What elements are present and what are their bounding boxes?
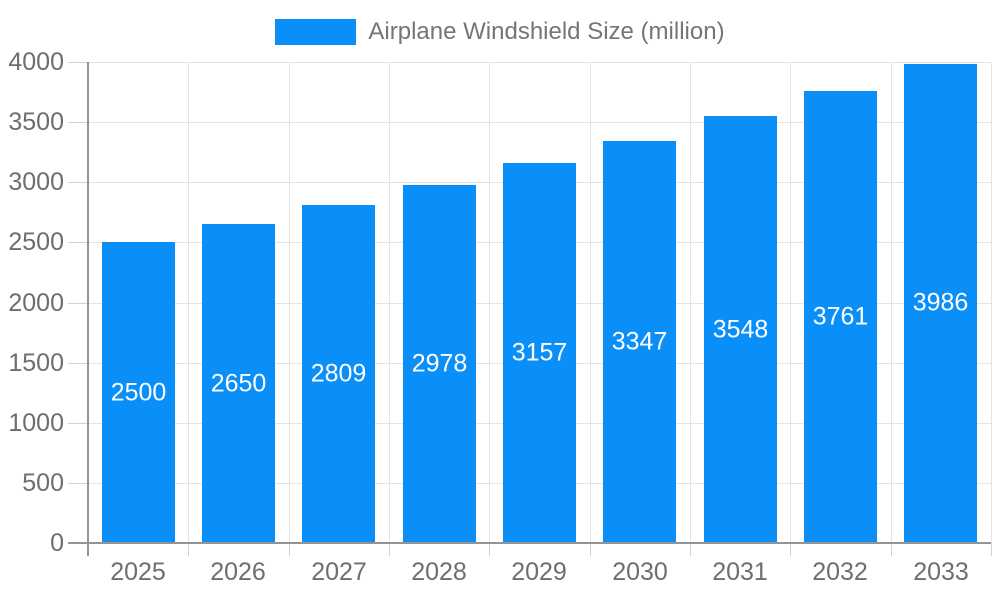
x-axis-label: 2027	[311, 558, 367, 586]
legend-swatch	[275, 19, 357, 45]
x-axis-tick	[188, 543, 189, 556]
gridline-vertical	[991, 62, 992, 543]
x-axis-label: 2030	[612, 558, 668, 586]
gridline-horizontal	[88, 62, 991, 63]
x-axis-label: 2026	[210, 558, 266, 586]
bar[interactable]: 3761	[804, 90, 877, 543]
gridline-vertical	[489, 62, 490, 543]
legend-item[interactable]: Airplane Windshield Size (million)	[0, 18, 1000, 46]
bar-value-label: 2809	[310, 359, 367, 388]
gridline-vertical	[389, 62, 390, 543]
y-axis-label: 4000	[8, 48, 64, 76]
gridline-vertical	[188, 62, 189, 543]
y-axis-label: 3000	[8, 168, 64, 196]
y-axis-label: 1500	[8, 349, 64, 377]
x-axis-tick	[289, 543, 290, 556]
gridline-horizontal	[88, 122, 991, 123]
x-axis-tick	[891, 543, 892, 556]
x-axis-tick	[991, 543, 992, 556]
gridline-vertical	[891, 62, 892, 543]
x-axis-tick	[590, 543, 591, 556]
bar[interactable]: 2650	[202, 224, 275, 543]
y-axis-tick	[68, 122, 88, 123]
y-axis-tick	[68, 423, 88, 424]
x-axis-label: 2032	[812, 558, 868, 586]
y-axis-tick	[68, 303, 88, 304]
x-axis-label: 2029	[511, 558, 567, 586]
bar[interactable]: 3986	[904, 63, 977, 543]
bar[interactable]: 2809	[302, 205, 375, 543]
bar-value-label: 2500	[110, 378, 167, 407]
chart-title: Airplane Windshield Size (million)	[368, 18, 725, 45]
bar[interactable]: 3157	[503, 163, 576, 543]
x-axis-label: 2028	[411, 558, 467, 586]
y-axis-tick	[68, 483, 88, 484]
x-axis-tick	[690, 543, 691, 556]
y-axis-line	[87, 62, 89, 556]
bar-value-label: 3548	[712, 315, 769, 344]
y-axis-tick	[68, 62, 88, 63]
gridline-vertical	[590, 62, 591, 543]
y-axis-tick	[68, 363, 88, 364]
x-axis-tick	[489, 543, 490, 556]
x-axis-label: 2031	[712, 558, 768, 586]
x-axis-label: 2033	[913, 558, 969, 586]
bar[interactable]: 3548	[704, 116, 777, 543]
x-axis-line	[68, 542, 991, 544]
y-axis-tick	[68, 242, 88, 243]
x-axis-tick	[790, 543, 791, 556]
y-axis-tick	[68, 182, 88, 183]
gridline-vertical	[690, 62, 691, 543]
bar-value-label: 3986	[912, 288, 969, 317]
y-axis-label: 500	[22, 469, 64, 497]
y-axis-label: 2500	[8, 228, 64, 256]
y-axis-label: 1000	[8, 409, 64, 437]
y-axis-label: 3500	[8, 108, 64, 136]
bar-value-label: 3157	[511, 338, 568, 367]
bar-value-label: 2650	[210, 369, 267, 398]
bar-value-label: 3347	[611, 327, 668, 356]
bar[interactable]: 2500	[102, 242, 175, 543]
gridline-vertical	[289, 62, 290, 543]
y-axis-label: 0	[50, 529, 64, 557]
bar[interactable]: 3347	[603, 140, 676, 543]
bar-value-label: 3761	[812, 302, 869, 331]
x-axis-tick	[389, 543, 390, 556]
bar-value-label: 2978	[411, 349, 468, 378]
x-axis-label: 2025	[110, 558, 166, 586]
y-axis-label: 2000	[8, 289, 64, 317]
gridline-vertical	[790, 62, 791, 543]
bar[interactable]: 2978	[403, 184, 476, 543]
